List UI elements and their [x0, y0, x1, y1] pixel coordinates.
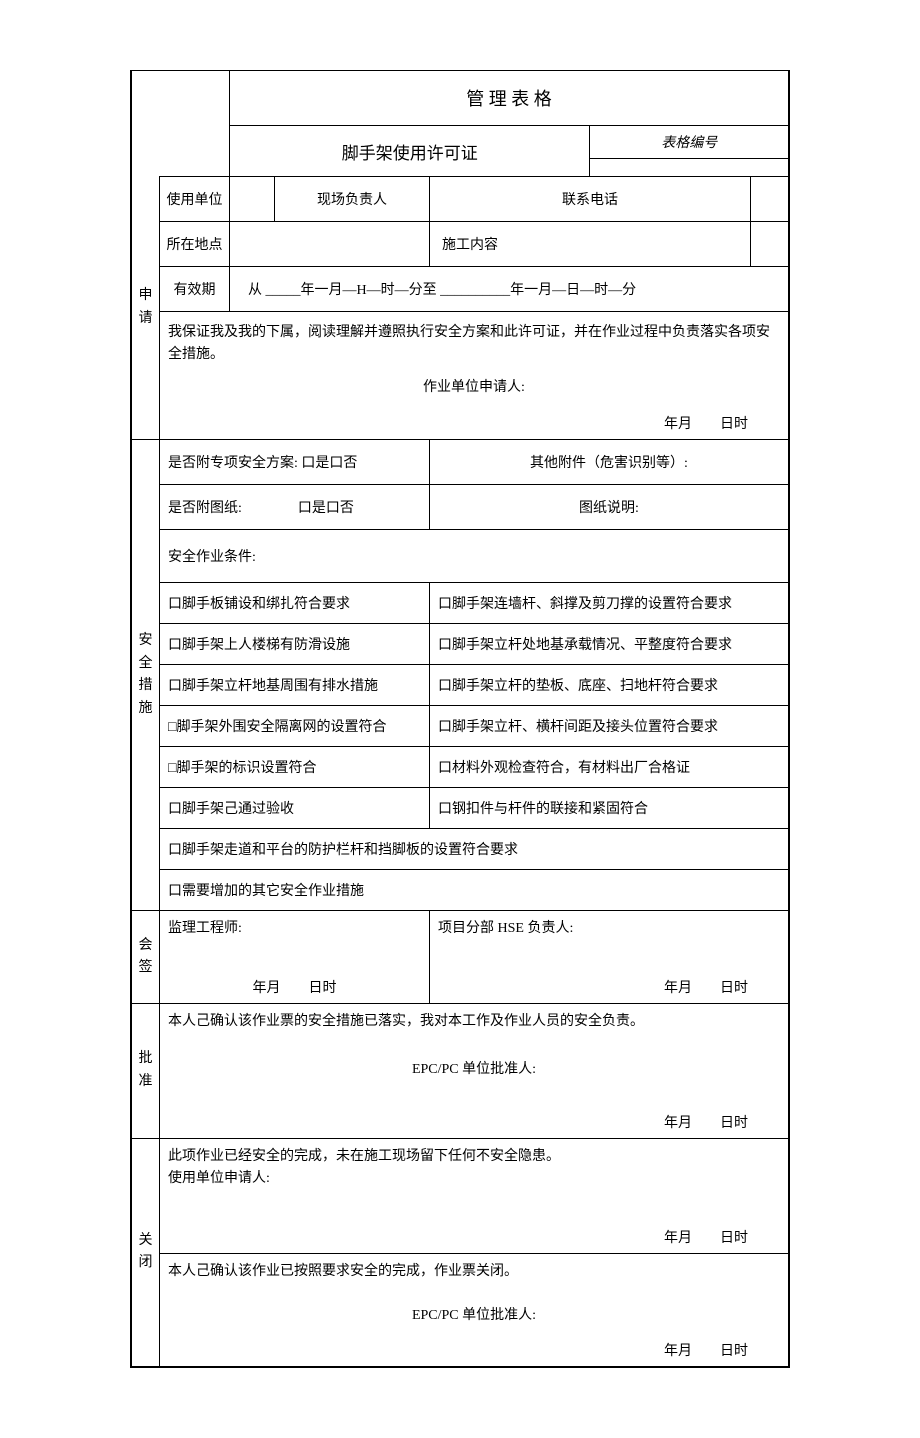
apply-declare: 我保证我及我的下属，阅读理解并遵照执行安全方案和此许可证，并在作业过程中负责落实… — [160, 312, 789, 408]
safety-right-3[interactable]: 口脚手架立杆、横杆间距及接头位置符合要求 — [430, 706, 789, 747]
safety-right-1[interactable]: 口脚手架立杆处地基承载情况、平整度符合要求 — [430, 624, 789, 665]
approve-text-span: 本人己确认该作业票的安全措施已落实，我对本工作及作业人员的安全负责。 — [168, 1014, 644, 1029]
attachments-label: 其他附件（危害识别等）: — [430, 440, 789, 485]
safety-left-5[interactable]: 口脚手架己通过验收 — [160, 788, 430, 829]
safety-left-2[interactable]: 口脚手架立杆地基周围有排水措施 — [160, 665, 430, 706]
close-applicant-label: 使用单位申请人: — [168, 1167, 780, 1187]
safety-right-0[interactable]: 口脚手架连墙杆、斜撑及剪刀撑的设置符合要求 — [430, 583, 789, 624]
cosign-left-date[interactable]: 年月 日时 — [160, 971, 430, 1004]
safety-right-5[interactable]: 口钢扣件与杆件的联接和紧固符合 — [430, 788, 789, 829]
safety-row-1: 口脚手架上人楼梯有防滑设施 口脚手架立杆处地基承载情况、平整度符合要求 — [132, 624, 789, 665]
phone-value[interactable] — [750, 177, 788, 222]
close-date1[interactable]: 年月 日时 — [160, 1221, 789, 1254]
header-blank — [132, 71, 230, 177]
safety-plan-label[interactable]: 是否附专项安全方案: 口是口否 — [160, 440, 430, 485]
safety-row-5: 口脚手架己通过验收 口钢扣件与杆件的联接和紧固符合 — [132, 788, 789, 829]
safety-full-1[interactable]: 口脚手架走道和平台的防护栏杆和挡脚板的设置符合要求 — [160, 829, 789, 870]
close-block-2: 本人己确认该作业已按照要求安全的完成，作业票关闭。 EPC/PC 单位批准人: — [160, 1253, 789, 1334]
safety-row-0: 口脚手板铺设和绑扎符合要求 口脚手架连墙杆、斜撑及剪刀撑的设置符合要求 — [132, 583, 789, 624]
valid-text[interactable]: 从 _____年一月—H—时—分至 __________年一月—日—时—分 — [230, 267, 789, 312]
header-row-1: 管 理 表 格 — [132, 71, 789, 126]
cosign-left-label: 监理工程师: — [160, 911, 430, 971]
safety-row-4: □脚手架的标识设置符合 口材料外观检查符合，有材料出厂合格证 — [132, 747, 789, 788]
apply-date[interactable]: 年月 日时 — [160, 407, 789, 440]
close-text1: 此项作业已经安全的完成，未在施工现场留下任何不安全隐患。 — [168, 1145, 780, 1165]
apply-declare-text: 我保证我及我的下属，阅读理解并遵照执行安全方案和此许可证，并在作业过程中负责落实… — [168, 325, 770, 362]
close-approver-label: EPC/PC 单位批准人: — [168, 1300, 780, 1328]
work-content-value[interactable] — [750, 222, 788, 267]
approve-side-label: 批准 — [132, 1003, 160, 1138]
safety-full-2[interactable]: 口需要增加的其它安全作业措施 — [160, 870, 789, 911]
safety-side-label: 安全措施 — [132, 440, 160, 911]
use-unit-value[interactable] — [230, 177, 275, 222]
use-unit-label: 使用单位 — [160, 177, 230, 222]
apply-applicant-label: 作业单位申请人: — [168, 373, 780, 403]
close-text2: 本人己确认该作业已按照要求安全的完成，作业票关闭。 — [168, 1260, 780, 1280]
close-date2[interactable]: 年月 日时 — [160, 1334, 789, 1367]
close-side-label: 关闭 — [132, 1138, 160, 1366]
valid-label: 有效期 — [160, 267, 230, 312]
safety-right-4[interactable]: 口材料外观检查符合，有材料出厂合格证 — [430, 747, 789, 788]
location-label: 所在地点 — [160, 222, 230, 267]
form-container: 管 理 表 格 脚手架使用许可证 表格编号 申请 使用单位 现场负责人 联系电话… — [130, 70, 790, 1368]
apply-side-label: 申请 — [132, 177, 160, 440]
safety-left-3[interactable]: □脚手架外围安全隔离网的设置符合 — [160, 706, 430, 747]
permit-form: 管 理 表 格 脚手架使用许可证 表格编号 申请 使用单位 现场负责人 联系电话… — [131, 70, 789, 1367]
safety-left-0[interactable]: 口脚手板铺设和绑扎符合要求 — [160, 583, 430, 624]
approve-approver-label: EPC/PC 单位批准人: — [168, 1054, 780, 1082]
phone-label: 联系电话 — [430, 177, 751, 222]
safety-drawing-label[interactable]: 是否附图纸: 口是口否 — [160, 485, 430, 530]
close-block-1: 此项作业已经安全的完成，未在施工现场留下任何不安全隐患。 使用单位申请人: — [160, 1138, 789, 1221]
site-leader-label: 现场负责人 — [275, 177, 430, 222]
sub-title: 脚手架使用许可证 — [230, 126, 590, 177]
safety-left-1[interactable]: 口脚手架上人楼梯有防滑设施 — [160, 624, 430, 665]
safety-row-2: 口脚手架立杆地基周围有排水措施 口脚手架立杆的垫板、底座、扫地杆符合要求 — [132, 665, 789, 706]
approve-date[interactable]: 年月 日时 — [160, 1106, 789, 1139]
work-content-label: 施工内容 — [430, 222, 751, 267]
drawing-desc-label: 图纸说明: — [430, 485, 789, 530]
main-title: 管 理 表 格 — [230, 71, 789, 126]
cosign-right-label: 项目分部 HSE 负责人: — [430, 911, 789, 971]
approve-text: 本人己确认该作业票的安全措施已落实，我对本工作及作业人员的安全负责。 EPC/P… — [160, 1003, 789, 1106]
safety-left-4[interactable]: □脚手架的标识设置符合 — [160, 747, 430, 788]
form-no-label: 表格编号 — [590, 126, 789, 159]
location-value[interactable] — [230, 222, 430, 267]
safety-right-2[interactable]: 口脚手架立杆的垫板、底座、扫地杆符合要求 — [430, 665, 789, 706]
safety-row-3: □脚手架外围安全隔离网的设置符合 口脚手架立杆、横杆间距及接头位置符合要求 — [132, 706, 789, 747]
cosign-right-date[interactable]: 年月 日时 — [430, 971, 789, 1004]
cosign-side-label: 会签 — [132, 911, 160, 1004]
conditions-label: 安全作业条件: — [160, 530, 789, 583]
form-no-value[interactable] — [590, 159, 789, 177]
